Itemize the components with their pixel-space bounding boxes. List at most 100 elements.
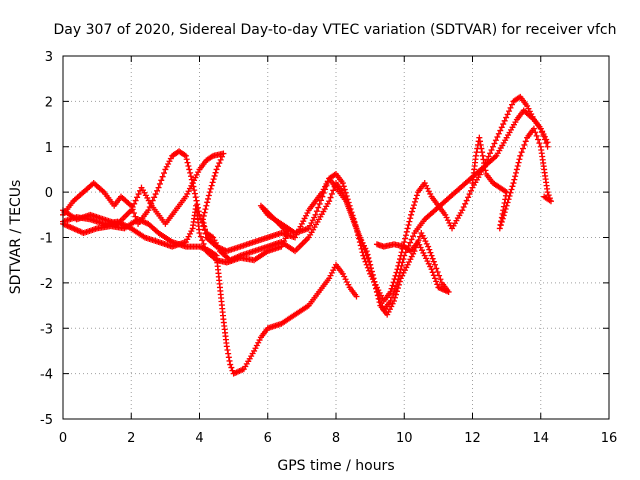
- data-point: [341, 186, 348, 193]
- y-tick-label: 3: [45, 50, 53, 65]
- data-point: [430, 272, 437, 279]
- data-point: [159, 173, 166, 180]
- data-point: [397, 252, 404, 259]
- data-point: [369, 271, 376, 278]
- data-point: [520, 145, 527, 152]
- data-point: [428, 252, 435, 259]
- data-point: [155, 184, 162, 191]
- x-tick-label: 16: [601, 431, 618, 446]
- data-point: [532, 129, 539, 136]
- data-point: [501, 117, 508, 124]
- data-point: [365, 254, 372, 261]
- data-point: [411, 202, 417, 209]
- series-4: [60, 175, 452, 318]
- data-point: [513, 166, 520, 173]
- data-point: [224, 347, 231, 354]
- data-point: [317, 197, 324, 204]
- data-point: [512, 173, 519, 180]
- data-point: [225, 350, 232, 357]
- data-point: [485, 153, 492, 160]
- data-point: [393, 288, 400, 295]
- y-tick-label: -1: [40, 232, 53, 247]
- data-point: [393, 269, 400, 276]
- x-tick-label: 12: [464, 431, 481, 446]
- data-point: [518, 149, 525, 156]
- data-point: [353, 293, 360, 300]
- data-point: [396, 259, 403, 266]
- data-point: [478, 145, 485, 152]
- data-point: [199, 216, 206, 223]
- data-point: [544, 143, 551, 150]
- data-point: [372, 282, 379, 289]
- data-point: [387, 288, 394, 295]
- data-point: [433, 265, 440, 272]
- data-point: [183, 156, 190, 163]
- data-point: [312, 211, 319, 218]
- data-point: [497, 222, 504, 229]
- data-point: [429, 269, 436, 276]
- data-point: [530, 125, 537, 132]
- data-point: [494, 134, 501, 141]
- data-point: [406, 218, 413, 225]
- data-point: [200, 219, 207, 226]
- data-point: [319, 193, 326, 200]
- data-point: [521, 141, 528, 148]
- chart-title: Day 307 of 2020, Sidereal Day-to-day VTE…: [53, 22, 616, 38]
- data-point: [320, 190, 327, 197]
- x-tick-label: 6: [264, 431, 272, 446]
- data-point: [209, 179, 216, 186]
- data-point: [219, 153, 226, 160]
- data-point: [507, 104, 514, 111]
- data-point: [313, 208, 320, 215]
- data-point: [187, 173, 194, 180]
- data-point: [161, 170, 168, 177]
- data-point: [462, 200, 469, 207]
- data-point: [360, 252, 367, 259]
- data-point: [154, 187, 161, 194]
- data-point: [366, 258, 373, 265]
- data-point: [210, 176, 217, 183]
- data-point: [345, 205, 352, 212]
- data-point: [488, 146, 495, 153]
- data-point: [431, 261, 438, 268]
- data-point: [506, 108, 513, 115]
- data-point: [480, 156, 487, 163]
- y-axis-label: SDTVAR / TECUs: [8, 180, 24, 295]
- y-tick-label: 0: [45, 186, 53, 201]
- data-point: [395, 281, 402, 288]
- data-point: [373, 241, 380, 248]
- data-point: [466, 191, 473, 198]
- y-tick-label: -4: [40, 368, 53, 383]
- data-point: [436, 272, 443, 279]
- data-point: [375, 295, 382, 302]
- series-1: [60, 216, 360, 377]
- data-point: [201, 209, 208, 216]
- data-point: [491, 140, 498, 147]
- data-point: [492, 137, 499, 144]
- data-point: [405, 222, 412, 229]
- series-5: [469, 125, 554, 232]
- data-point: [200, 212, 207, 219]
- data-point: [511, 176, 518, 183]
- data-point: [496, 225, 503, 232]
- data-point: [481, 163, 488, 170]
- data-point: [535, 136, 542, 143]
- marks-layer: [60, 93, 554, 377]
- data-point: [540, 132, 547, 139]
- data-point: [411, 198, 418, 205]
- data-point: [479, 152, 486, 159]
- data-point: [425, 243, 432, 250]
- data-point: [500, 212, 507, 219]
- data-point: [214, 163, 221, 170]
- data-point: [129, 204, 136, 211]
- data-point: [392, 272, 399, 279]
- data-point: [537, 125, 544, 132]
- data-point: [364, 251, 371, 258]
- data-point: [201, 244, 208, 251]
- data-point: [543, 140, 550, 147]
- data-point: [507, 189, 514, 196]
- data-point: [348, 212, 355, 219]
- y-tick-label: -3: [40, 322, 53, 337]
- data-point: [128, 207, 135, 214]
